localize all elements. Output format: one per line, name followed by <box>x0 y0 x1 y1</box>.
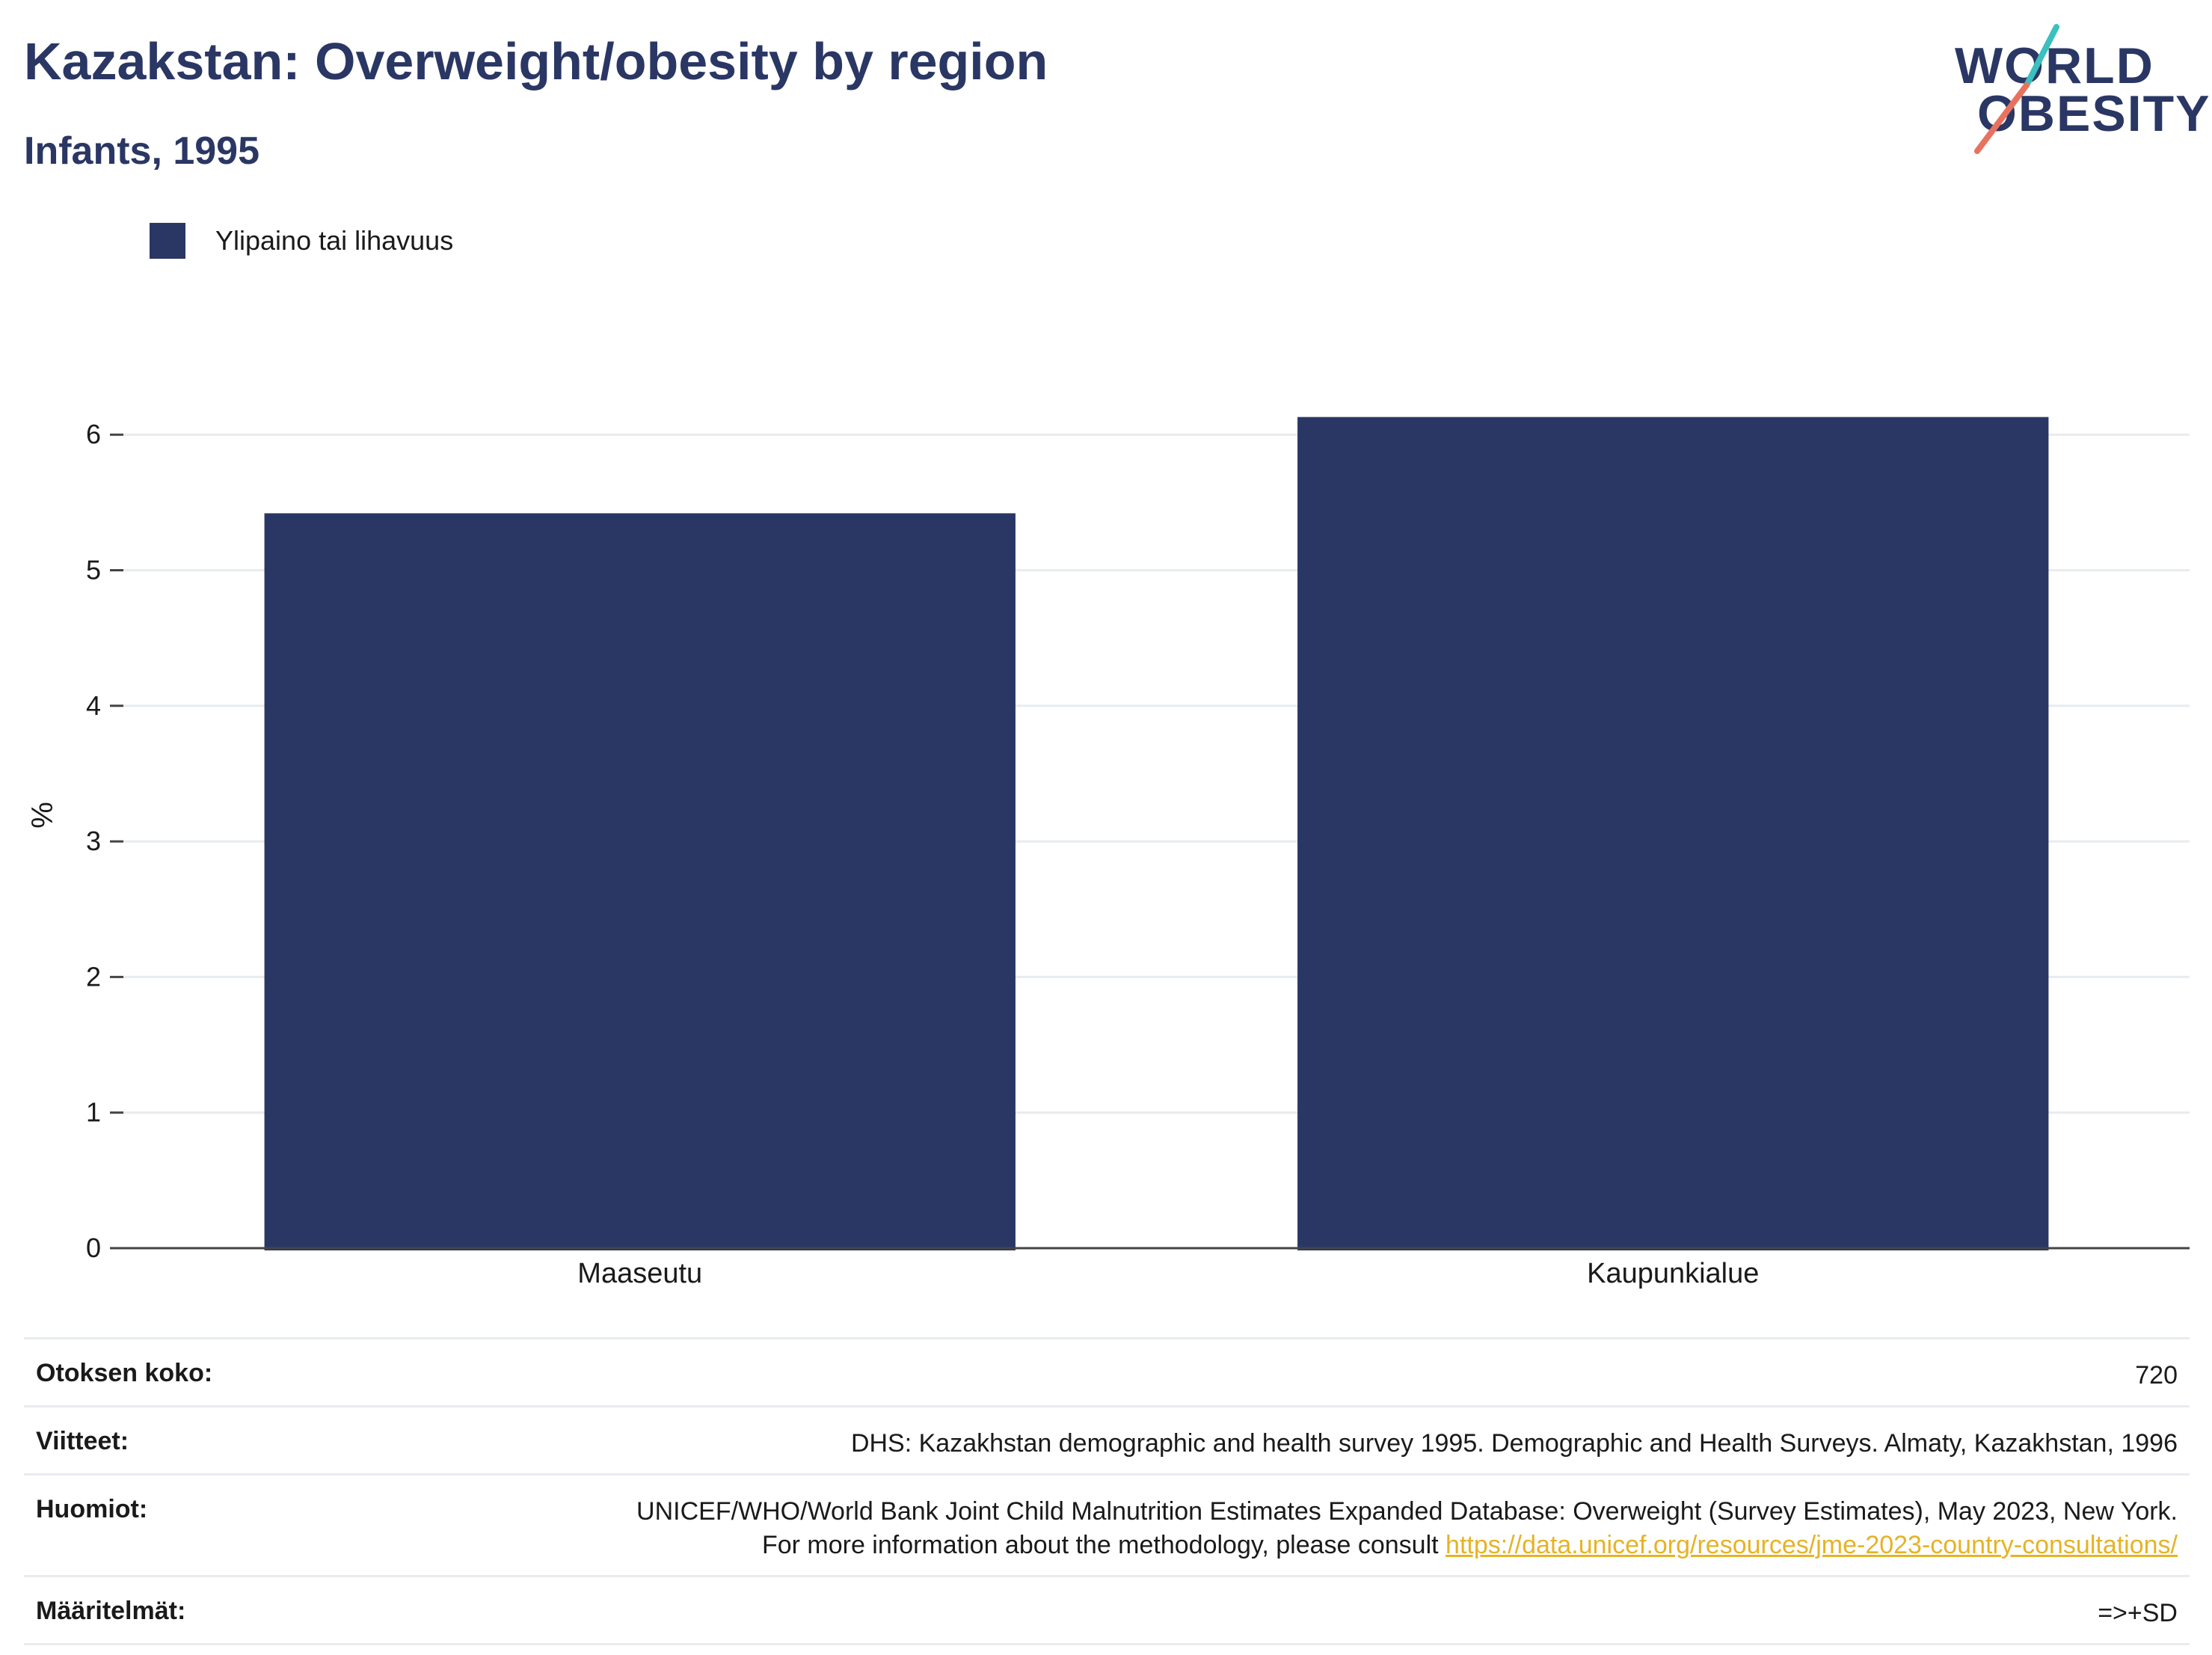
y-axis-label: % <box>26 802 59 829</box>
y-tick-label: 1 <box>86 1097 101 1128</box>
definitions-label: Määritelmät: <box>36 1596 186 1625</box>
references-label: Viitteet: <box>36 1427 129 1456</box>
x-tick-label: Kaupunkialue <box>1587 1258 1759 1289</box>
metadata-table: Otoksen koko: 720 Viitteet: DHS: Kazakhs… <box>24 1337 2190 1645</box>
references-row: Viitteet: DHS: Kazakhstan demographic an… <box>24 1405 2190 1473</box>
chart-title: Kazakstan: Overweight/obesity by region <box>24 32 1048 90</box>
notes-text: UNICEF/WHO/World Bank Joint Child Malnut… <box>636 1497 2178 1559</box>
notes-row: Huomiot: UNICEF/WHO/World Bank Joint Chi… <box>24 1473 2190 1574</box>
sample-size-row: Otoksen koko: 720 <box>24 1337 2190 1405</box>
y-tick-label: 5 <box>86 555 101 586</box>
methodology-link[interactable]: https://data.unicef.org/resources/jme-20… <box>1446 1530 2178 1559</box>
y-tick-label: 6 <box>86 419 101 449</box>
chart-subtitle: Infants, 1995 <box>24 129 260 173</box>
x-tick-label: Maaseutu <box>577 1258 702 1289</box>
notes-value: UNICEF/WHO/World Bank Joint Child Malnut… <box>607 1495 2178 1561</box>
y-tick-label: 0 <box>86 1232 101 1263</box>
references-value: DHS: Kazakhstan demographic and health s… <box>850 1429 2178 1458</box>
legend-label: Ylipaino tai lihavuus <box>215 225 454 256</box>
logo-text-world: WORLD <box>1955 37 2154 94</box>
logo-slash-icon <box>1974 24 2059 154</box>
bar <box>264 513 1016 1250</box>
bar-chart: 0 1 2 3 4 5 6 Maaseutu Kaupunkialue% <box>26 417 2190 1289</box>
legend-swatch <box>150 223 185 259</box>
bar <box>1297 417 2049 1250</box>
definitions-row: Määritelmät: =>+SD <box>24 1574 2190 1645</box>
y-tick-label: 2 <box>86 961 101 992</box>
sample-size-value: 720 <box>2135 1361 2178 1390</box>
world-obesity-logo: WORLD OBESITY <box>1952 21 2210 156</box>
notes-label: Huomiot: <box>36 1495 148 1524</box>
sample-size-label: Otoksen koko: <box>36 1359 213 1387</box>
definitions-value: =>+SD <box>2098 1598 2178 1627</box>
chart-legend: Ylipaino tai lihavuus <box>150 223 453 259</box>
y-tick-label: 4 <box>86 690 101 721</box>
y-tick-label: 3 <box>86 826 101 856</box>
